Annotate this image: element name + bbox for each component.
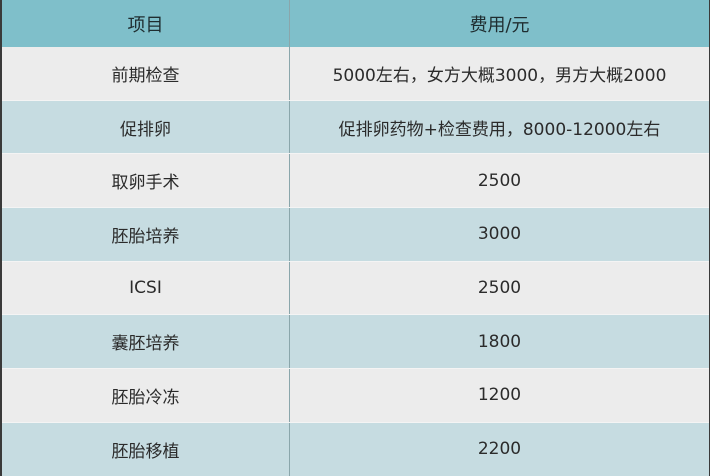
- table-row: 胚胎移植 2200: [2, 421, 709, 476]
- cost-cell: 促排卵药物+检查费用，8000-12000左右: [338, 119, 661, 140]
- item-cell: 前期检查: [2, 47, 290, 100]
- table-row: ICSI 2500: [2, 260, 709, 315]
- table-row: 取卵手术 2500: [2, 153, 709, 208]
- item-cell: ICSI: [2, 261, 290, 315]
- table-row: 囊胚培养 1800: [2, 314, 709, 369]
- header-cost: 费用/元: [469, 14, 530, 36]
- item-cell: 胚胎冷冻: [2, 369, 290, 422]
- header-item: 项目: [2, 0, 290, 47]
- cost-cell: 1800: [477, 331, 522, 352]
- item-cell: 胚胎移植: [2, 422, 290, 476]
- table-row: 胚胎培养 3000: [2, 207, 709, 261]
- cost-cell: 2500: [477, 170, 522, 191]
- table-header: 项目 费用/元: [2, 0, 709, 47]
- cost-cell: 2500: [477, 278, 522, 299]
- cost-cell: 1200: [477, 385, 522, 406]
- table-row: 促排卵 促排卵药物+检查费用，8000-12000左右: [2, 99, 709, 154]
- cost-cell: 2200: [477, 439, 522, 460]
- table-row: 胚胎冷冻 1200: [2, 368, 709, 422]
- item-cell: 胚胎培养: [2, 208, 290, 261]
- cost-cell: 5000左右，女方大概3000，男方大概2000: [332, 65, 667, 86]
- table-row: 前期检查 5000左右，女方大概3000，男方大概2000: [2, 47, 709, 100]
- cost-cell: 3000: [477, 224, 522, 245]
- item-cell: 促排卵: [2, 100, 290, 154]
- item-cell: 取卵手术: [2, 154, 290, 208]
- item-cell: 囊胚培养: [2, 315, 290, 369]
